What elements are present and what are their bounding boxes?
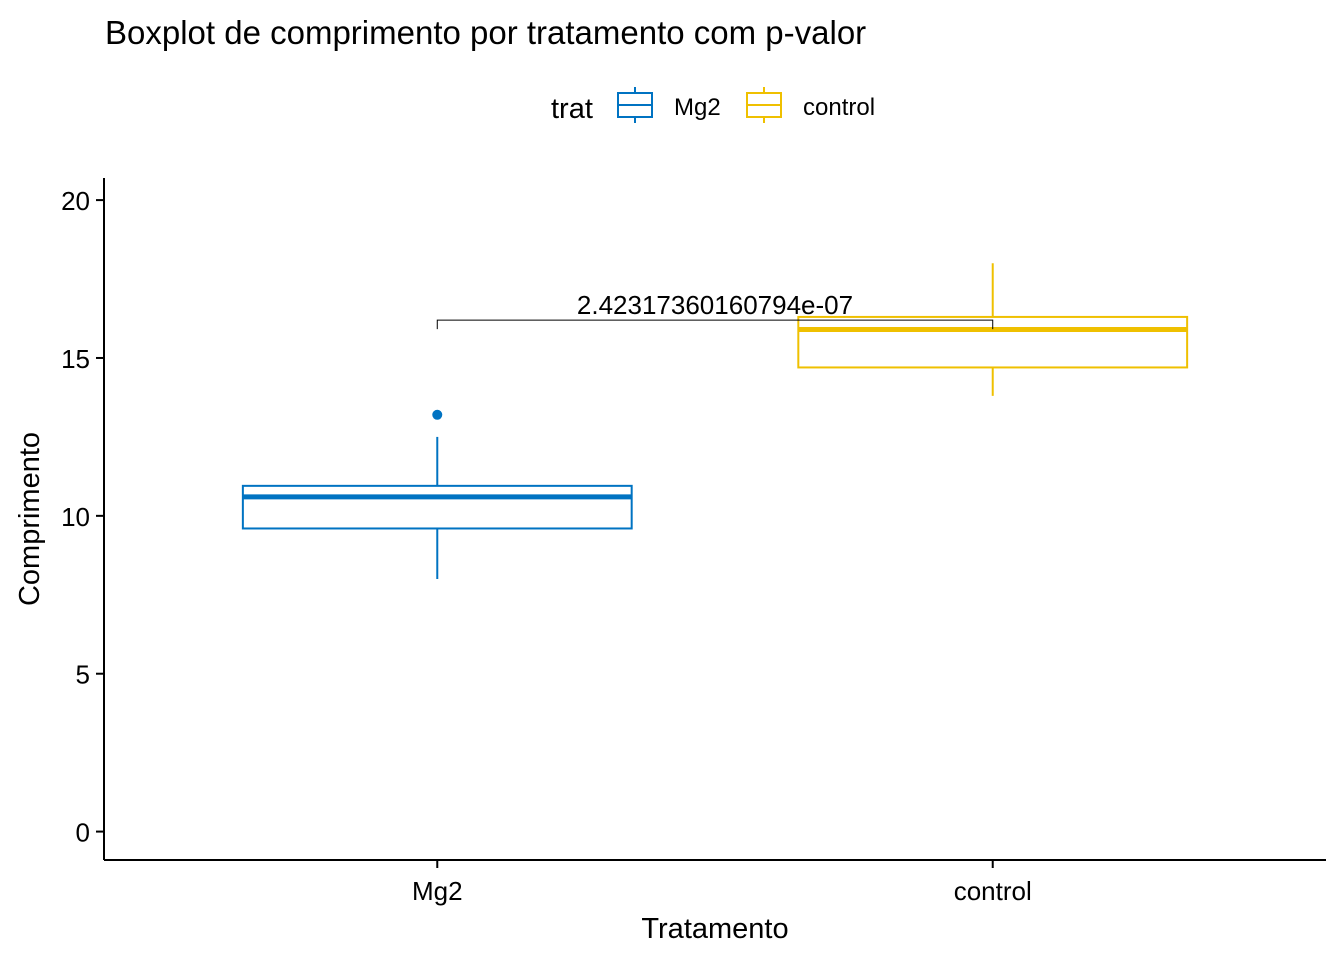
- legend-items: Mg2 control: [617, 87, 875, 123]
- boxes: [241, 263, 1189, 579]
- outlier-point: [432, 409, 443, 420]
- box-body: [241, 484, 633, 530]
- x-tick-label: control: [954, 876, 1032, 906]
- bracket-line: [436, 319, 994, 330]
- legend: trat Mg2 control: [551, 87, 875, 125]
- y-ticks: 0 5 10 15 20: [61, 186, 104, 848]
- y-axis-label: Comprimento: [14, 432, 46, 606]
- y-tick-label: 10: [61, 502, 90, 532]
- y-tick-label: 5: [76, 660, 90, 690]
- legend-title: trat: [551, 93, 593, 125]
- box-mg2: [241, 409, 633, 579]
- y-tick-label: 20: [61, 186, 90, 216]
- significance-bracket: 2.42317360160794e-07: [436, 290, 994, 330]
- chart-title: Boxplot de comprimento por tratamento co…: [105, 14, 866, 51]
- p-value-label: 2.42317360160794e-07: [577, 290, 853, 320]
- y-tick-label: 0: [76, 818, 90, 848]
- x-axis-label: Tratamento: [641, 913, 788, 945]
- annotations: 2.42317360160794e-07: [436, 290, 994, 330]
- axes: 0 5 10 15 20 Mg2 control: [61, 178, 1326, 906]
- x-ticks: Mg2 control: [412, 860, 1032, 906]
- legend-label: Mg2: [674, 94, 721, 121]
- box-control: [797, 263, 1189, 396]
- legend-item-mg2: Mg2: [617, 87, 721, 123]
- y-tick-label: 15: [61, 344, 90, 374]
- x-tick-label: Mg2: [412, 876, 463, 906]
- legend-item-control: control: [746, 87, 875, 123]
- legend-label: control: [803, 94, 875, 121]
